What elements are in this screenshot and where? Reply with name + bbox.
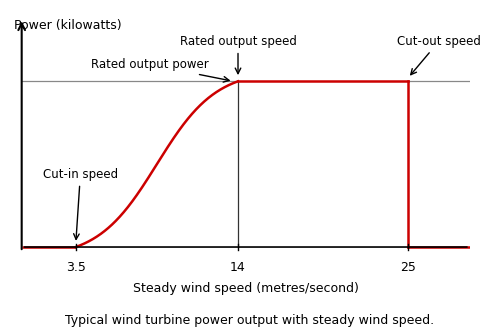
Text: Cut-in speed: Cut-in speed xyxy=(43,168,118,239)
Text: Typical wind turbine power output with steady wind speed.: Typical wind turbine power output with s… xyxy=(66,314,434,327)
Text: Power (kilowatts): Power (kilowatts) xyxy=(14,18,122,32)
Text: Rated output power: Rated output power xyxy=(91,58,229,82)
Text: Rated output speed: Rated output speed xyxy=(180,35,296,74)
X-axis label: Steady wind speed (metres/second): Steady wind speed (metres/second) xyxy=(133,282,358,295)
Text: Cut-out speed: Cut-out speed xyxy=(397,35,481,75)
